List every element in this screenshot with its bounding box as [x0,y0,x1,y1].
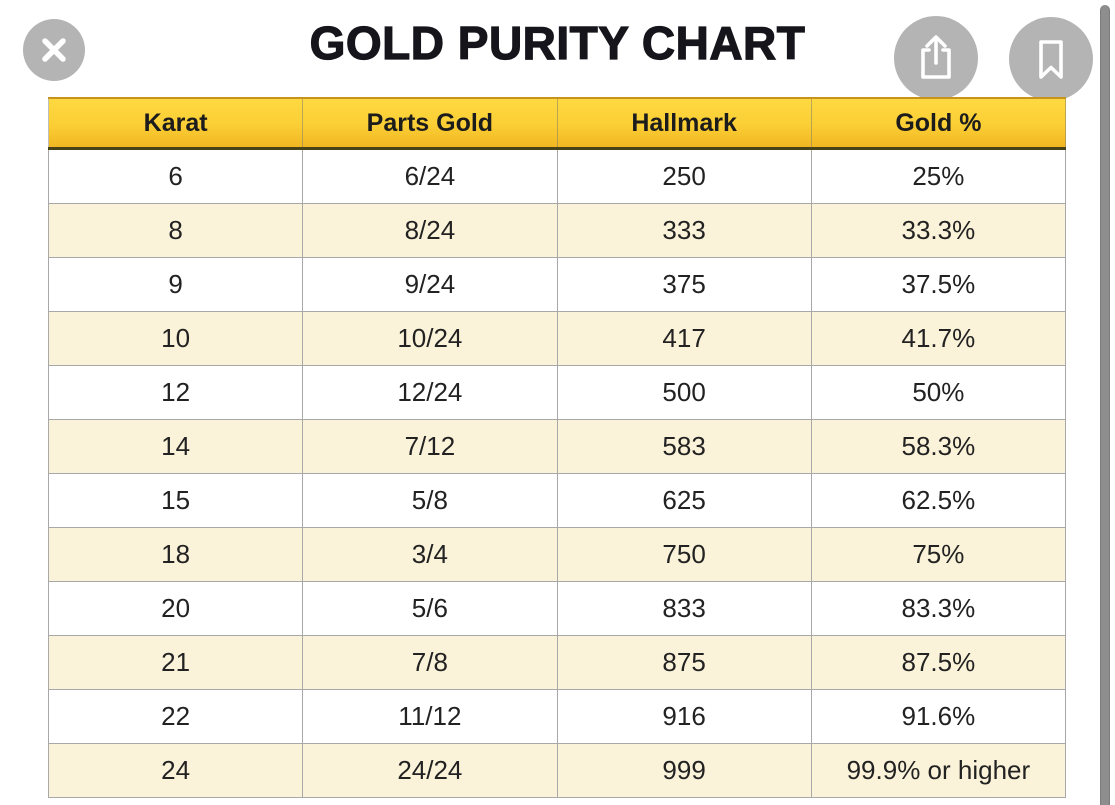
table-cell: 87.5% [810,635,1067,690]
table-cell: 11/12 [302,689,558,744]
table-cell: 916 [556,689,812,744]
table-cell: 625 [556,473,812,528]
table-cell: 375 [556,257,812,312]
close-button[interactable] [23,19,85,81]
table-cell: 5/6 [302,581,558,636]
table-row: 6 6/24 250 25% [47,148,1067,204]
table-row: 15 5/8 625 62.5% [47,473,1067,528]
table-cell: 583 [556,419,812,474]
table-row: 10 10/24 417 41.7% [47,311,1067,366]
table-cell: 6 [47,148,304,204]
table-row: 20 5/6 833 83.3% [47,581,1067,636]
table-row: 9 9/24 375 37.5% [47,257,1067,312]
table-cell: 15 [47,473,304,528]
table-cell: 99.9% or higher [810,743,1067,798]
table-row: 22 11/12 916 91.6% [47,689,1067,744]
bookmark-button[interactable] [1009,17,1093,101]
table-cell: 833 [556,581,812,636]
table-cell: 250 [556,148,812,204]
page-title: GOLD PURITY CHART [309,16,806,69]
table-cell: 8 [47,203,304,258]
table-cell: 24/24 [302,743,558,798]
table-cell: 12 [47,365,304,420]
table-cell: 7/12 [302,419,558,474]
table-cell: 12/24 [302,365,558,420]
column-header-parts-gold: Parts Gold [302,97,558,150]
table-cell: 41.7% [810,311,1067,366]
column-header-gold-pct: Gold % [810,97,1067,150]
table-cell: 37.5% [810,257,1067,312]
table-cell: 22 [47,689,304,744]
table-cell: 33.3% [810,203,1067,258]
table-cell: 20 [47,581,304,636]
column-header-hallmark: Hallmark [556,97,812,150]
table-cell: 8/24 [302,203,558,258]
table-cell: 9/24 [302,257,558,312]
table-cell: 21 [47,635,304,690]
table-cell: 25% [810,148,1067,204]
table-cell: 58.3% [810,419,1067,474]
table-cell: 18 [47,527,304,582]
table-cell: 3/4 [302,527,558,582]
share-icon [914,33,958,83]
table-row: 14 7/12 583 58.3% [47,419,1067,474]
table-cell: 6/24 [302,148,558,204]
table-cell: 62.5% [810,473,1067,528]
share-button[interactable] [894,16,978,100]
table-cell: 83.3% [810,581,1067,636]
table-cell: 91.6% [810,689,1067,744]
table-cell: 24 [47,743,304,798]
table-cell: 417 [556,311,812,366]
table-cell: 875 [556,635,812,690]
table-cell: 14 [47,419,304,474]
table-body: 6 6/24 250 25% 8 8/24 333 33.3% 9 9/24 375 37.5% 10 1… [47,148,1067,798]
table-cell: 750 [556,527,812,582]
table-cell: 999 [556,743,812,798]
table-row: 21 7/8 875 87.5% [47,635,1067,690]
table-cell: 10 [47,311,304,366]
table-header-row: Karat Parts Gold Hallmark Gold % [47,97,1067,150]
column-header-karat: Karat [47,97,304,150]
table-cell: 10/24 [302,311,558,366]
table-row: 8 8/24 333 33.3% [47,203,1067,258]
gold-purity-table: Karat Parts Gold Hallmark Gold % 6 6/24 25… [47,97,1067,798]
close-icon [37,33,71,67]
table-cell: 500 [556,365,812,420]
bookmark-icon [1030,35,1072,83]
table-header: Karat Parts Gold Hallmark Gold % [47,97,1067,150]
vertical-scrollbar[interactable] [1100,5,1110,805]
table-cell: 7/8 [302,635,558,690]
table-cell: 5/8 [302,473,558,528]
table-cell: 50% [810,365,1067,420]
table-cell: 9 [47,257,304,312]
table-cell: 75% [810,527,1067,582]
table-row: 18 3/4 750 75% [47,527,1067,582]
table-row: 12 12/24 500 50% [47,365,1067,420]
table-row: 24 24/24 999 99.9% or higher [47,743,1067,798]
table-cell: 333 [556,203,812,258]
